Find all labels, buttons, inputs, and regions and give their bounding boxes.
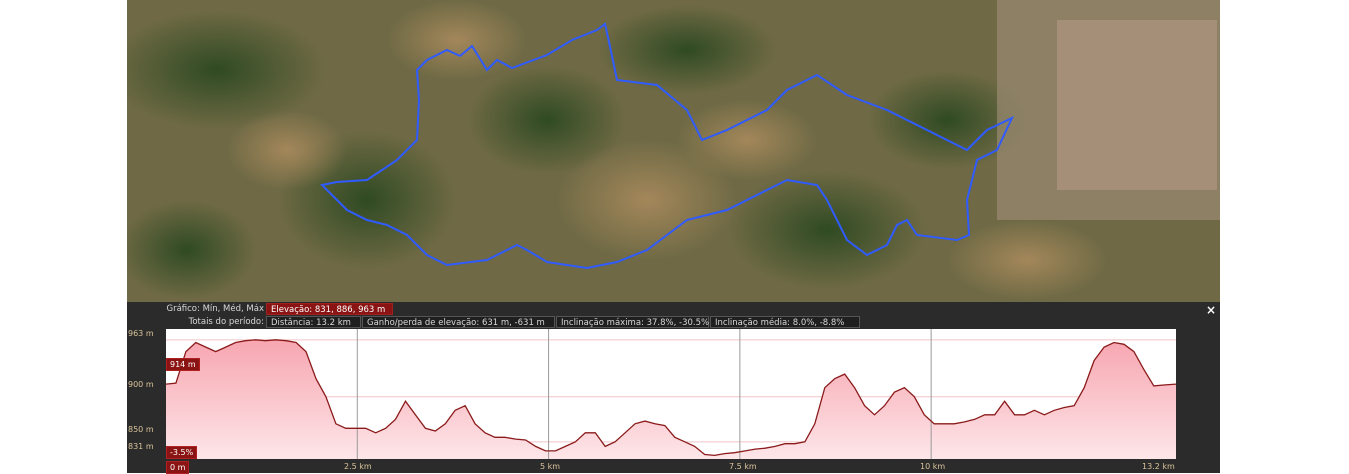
map-imagery xyxy=(127,0,1220,302)
route-track xyxy=(319,22,1015,270)
elevation-profile-chart[interactable] xyxy=(166,329,1176,459)
cursor-slope-label: -3.5% xyxy=(166,446,198,459)
vertical-gridlines xyxy=(356,329,932,459)
y-tick-850: 850 m xyxy=(128,425,154,434)
y-tick-900: 900 m xyxy=(128,380,154,389)
vegetation-patches xyxy=(127,0,1107,300)
elevation-line xyxy=(166,339,1176,457)
cursor-elevation-label: 914 m xyxy=(166,358,200,371)
distance-stat: Distância: 13.2 km xyxy=(266,316,361,328)
satellite-map[interactable] xyxy=(127,0,1220,302)
x-tick-7-5: 7.5 km xyxy=(729,462,757,471)
town-area xyxy=(997,0,1220,220)
period-totals-label: Totais do período: xyxy=(188,317,264,327)
max-slope-stat: Inclinação máxima: 37.8%, -30.5% xyxy=(556,316,709,328)
elevation-area xyxy=(166,339,1176,459)
x-tick-10: 10 km xyxy=(920,462,946,471)
y-tick-831: 831 m xyxy=(128,442,154,451)
cursor-distance-label: 0 m xyxy=(166,461,190,474)
gain-loss-stat: Ganho/perda de elevação: 631 m, -631 m xyxy=(362,316,555,328)
y-tick-963: 963 m xyxy=(128,329,154,338)
x-tick-2-5: 2.5 km xyxy=(344,462,372,471)
x-tick-5: 5 km xyxy=(540,462,561,471)
elevation-stats: Elevação: 831, 886, 963 m xyxy=(266,303,393,315)
close-icon[interactable]: × xyxy=(1205,303,1216,317)
chart-mode-label: Gráfico: Mín, Méd, Máx xyxy=(166,304,264,314)
x-tick-13-2: 13.2 km xyxy=(1142,462,1175,471)
avg-slope-stat: Inclinação média: 8.0%, -8.8% xyxy=(710,316,860,328)
